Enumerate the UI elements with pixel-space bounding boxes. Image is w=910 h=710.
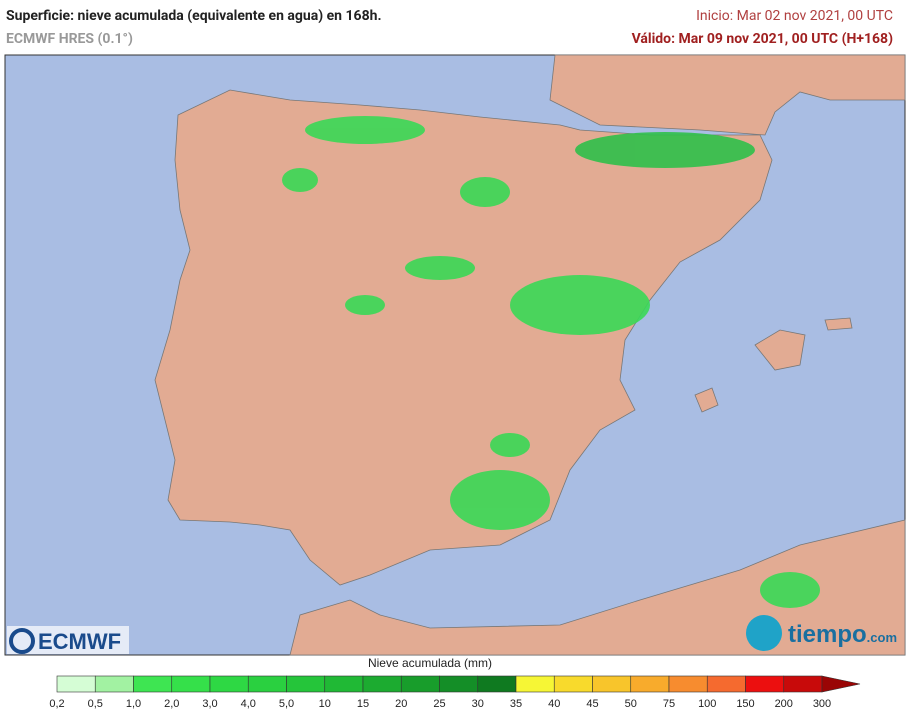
snow-area xyxy=(282,168,318,192)
snow-area xyxy=(510,275,650,335)
legend-swatch xyxy=(630,675,670,693)
legend-tick-label: 35 xyxy=(510,698,522,710)
legend-tick-label: 1,0 xyxy=(126,698,141,710)
legend-swatch xyxy=(706,675,746,693)
legend-tick-label: 10 xyxy=(319,698,331,710)
legend-swatch xyxy=(171,675,211,693)
legend-arrow xyxy=(821,675,861,693)
snow-areas xyxy=(282,116,820,608)
model-name: ECMWF HRES (0.1°) xyxy=(6,31,133,47)
legend-tick-label: 100 xyxy=(698,698,716,710)
legend-tick-label: 200 xyxy=(775,698,793,710)
legend-tick-label: 50 xyxy=(625,698,637,710)
ecmwf-icon xyxy=(9,628,35,654)
tiempo-suffix: .com xyxy=(867,630,897,645)
snow-area xyxy=(460,177,510,207)
snow-area xyxy=(575,132,755,168)
legend-tick-label: 15 xyxy=(357,698,369,710)
legend-swatch xyxy=(553,675,593,693)
legend-tick-label: 30 xyxy=(472,698,484,710)
legend-swatch xyxy=(783,675,823,693)
legend-swatch xyxy=(745,675,785,693)
legend-swatch xyxy=(439,675,479,693)
menorca xyxy=(824,317,853,331)
legend-tick-label: 25 xyxy=(433,698,445,710)
legend-swatch xyxy=(515,675,555,693)
tiempo-logo: tiempo.com xyxy=(788,621,897,648)
legend-title: Nieve acumulada (mm) xyxy=(368,656,492,670)
legend-swatch xyxy=(477,675,517,693)
snow-area xyxy=(490,433,530,457)
mallorca xyxy=(754,329,806,371)
legend-tick-label: 2,0 xyxy=(164,698,179,710)
valid-time: Válido: Mar 09 nov 2021, 00 UTC (H+168) xyxy=(631,31,893,47)
snow-area xyxy=(450,470,550,530)
legend-swatch xyxy=(94,675,134,693)
legend-swatch xyxy=(592,675,632,693)
iberia xyxy=(154,89,773,586)
legend-swatch xyxy=(668,675,708,693)
tiempo-icon xyxy=(746,615,782,651)
ecmwf-logo: ECMWF xyxy=(38,629,121,654)
legend-swatch xyxy=(247,675,287,693)
legend-swatch xyxy=(56,675,96,693)
legend-tick-label: 3,0 xyxy=(202,698,217,710)
ibiza xyxy=(694,387,719,413)
legend: 0,2 0,5 1,0 2,0 3,0 4,0 5,0 10 15 20 25 30 35 40 45 50 7… xyxy=(49,675,861,710)
snow-area xyxy=(405,256,475,280)
legend-swatch xyxy=(209,675,249,693)
france xyxy=(549,54,906,136)
tiempo-name: tiempo xyxy=(788,621,867,648)
legend-tick-label: 4,0 xyxy=(241,698,256,710)
legend-swatch xyxy=(324,675,364,693)
legend-tick-label: 45 xyxy=(586,698,598,710)
legend-swatch xyxy=(286,675,326,693)
snow-area xyxy=(305,116,425,144)
legend-swatch xyxy=(133,675,173,693)
legend-tick-label: 40 xyxy=(548,698,560,710)
snow-area xyxy=(345,295,385,315)
legend-tick-label: 5,0 xyxy=(279,698,294,710)
map-title: Superficie: nieve acumulada (equivalente… xyxy=(6,8,382,24)
legend-swatch xyxy=(400,675,440,693)
legend-tick-label: 75 xyxy=(663,698,675,710)
legend-tick-label: 20 xyxy=(395,698,407,710)
legend-tick-label: 0,2 xyxy=(49,698,64,710)
snow-area xyxy=(760,572,820,608)
legend-swatch xyxy=(362,675,402,693)
legend-tick-label: 300 xyxy=(813,698,831,710)
legend-tick-label: 150 xyxy=(736,698,754,710)
init-time: Inicio: Mar 02 nov 2021, 00 UTC xyxy=(696,8,893,24)
legend-tick-label: 0,5 xyxy=(88,698,103,710)
